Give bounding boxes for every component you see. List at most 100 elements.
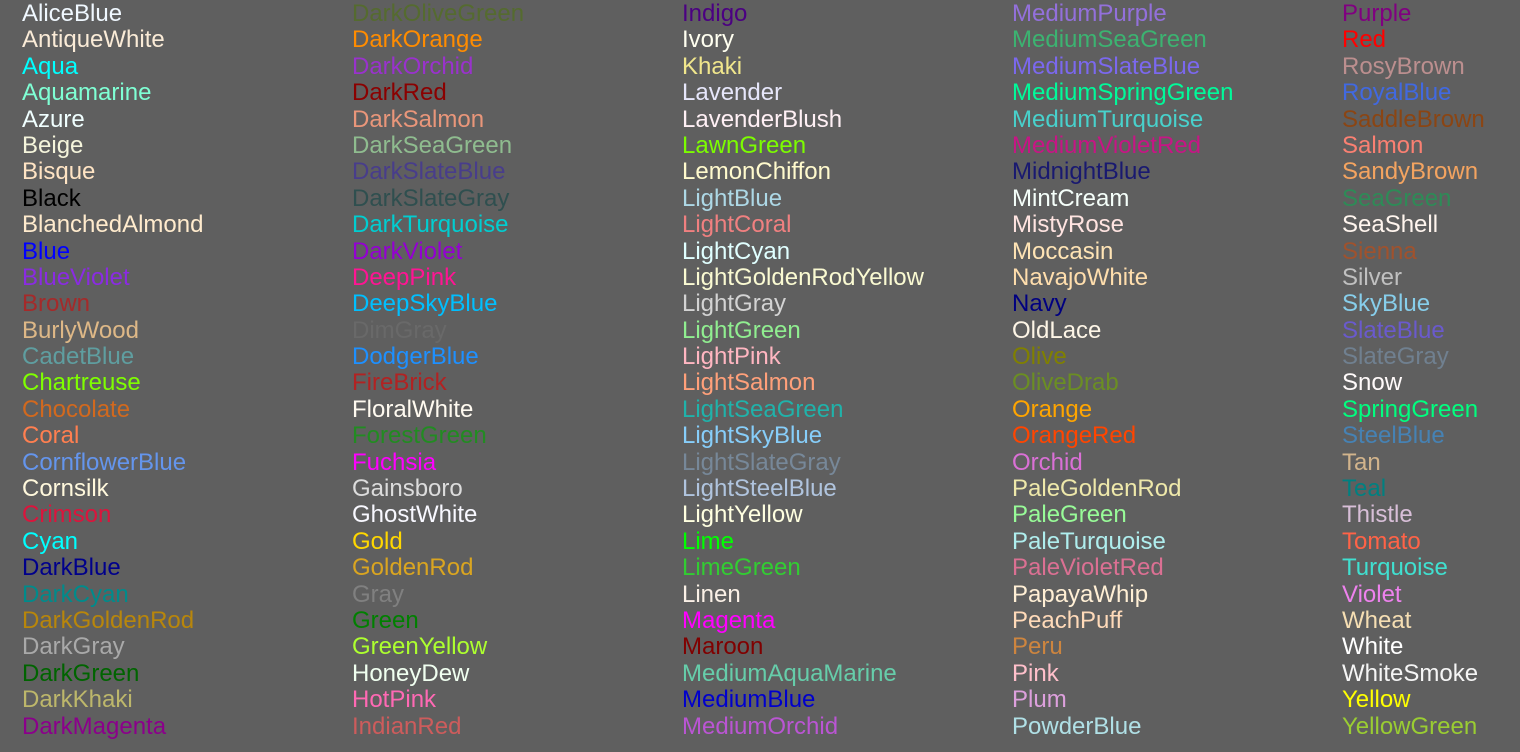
color-name-pink: Pink bbox=[1012, 659, 1059, 687]
color-name-burlywood: BurlyWood bbox=[22, 316, 139, 344]
color-name-floralwhite: FloralWhite bbox=[352, 395, 474, 423]
color-name-cornflowerblue: CornflowerBlue bbox=[22, 448, 187, 476]
color-name-darkslategray: DarkSlateGray bbox=[352, 184, 510, 212]
color-name-firebrick: FireBrick bbox=[352, 369, 447, 397]
color-name-blanchedalmond: BlanchedAlmond bbox=[22, 211, 204, 239]
color-name-violet: Violet bbox=[1342, 580, 1402, 608]
color-name-plum: Plum bbox=[1012, 686, 1067, 714]
color-name-lightyellow: LightYellow bbox=[682, 501, 803, 529]
color-name-darkseagreen: DarkSeaGreen bbox=[352, 131, 513, 159]
color-name-goldenrod: GoldenRod bbox=[352, 554, 474, 582]
color-name-darksalmon: DarkSalmon bbox=[352, 105, 485, 133]
color-name-orangered: OrangeRed bbox=[1012, 422, 1137, 450]
color-name-mediumseagreen: MediumSeaGreen bbox=[1012, 26, 1207, 54]
color-name-seashell: SeaShell bbox=[1342, 211, 1439, 239]
color-name-papayawhip: PapayaWhip bbox=[1012, 580, 1149, 608]
color-name-darkgreen: DarkGreen bbox=[22, 659, 140, 687]
color-name-deepskyblue: DeepSkyBlue bbox=[352, 290, 498, 318]
color-name-lavender: Lavender bbox=[682, 79, 783, 107]
color-name-lightsalmon: LightSalmon bbox=[682, 369, 816, 397]
color-name-snow: Snow bbox=[1342, 369, 1403, 397]
color-name-mediumorchid: MediumOrchid bbox=[682, 712, 839, 740]
color-name-darkblue: DarkBlue bbox=[22, 554, 121, 582]
color-name-mintcream: MintCream bbox=[1012, 184, 1130, 212]
color-name-blueviolet: BlueViolet bbox=[22, 263, 130, 291]
color-name-black: Black bbox=[22, 184, 81, 212]
color-name-dodgerblue: DodgerBlue bbox=[352, 343, 479, 371]
color-name-lightgreen: LightGreen bbox=[682, 316, 801, 344]
color-name-wheat: Wheat bbox=[1342, 606, 1412, 634]
color-name-fuchsia: Fuchsia bbox=[352, 448, 437, 476]
color-name-deeppink: DeepPink bbox=[352, 263, 457, 291]
color-name-ivory: Ivory bbox=[682, 26, 735, 54]
color-name-yellowgreen: YellowGreen bbox=[1342, 712, 1478, 740]
color-column-5: Purple Red RosyBrown RoyalBlue SaddleBrown Sa… bbox=[1342, 0, 1485, 740]
color-name-gold: Gold bbox=[352, 527, 403, 555]
color-column-1: AliceBlue AntiqueWhite Aqua Aquamarine Azure… bbox=[22, 0, 204, 740]
color-name-orchid: Orchid bbox=[1012, 448, 1083, 476]
color-column-3: Indigo Ivory Khaki Lavender LavenderBlush Law… bbox=[682, 0, 924, 740]
color-name-cornsilk: Cornsilk bbox=[22, 475, 109, 503]
color-name-chartreuse: Chartreuse bbox=[22, 369, 141, 397]
color-name-navajowhite: NavajoWhite bbox=[1012, 263, 1149, 291]
color-name-mediumblue: MediumBlue bbox=[682, 686, 816, 714]
color-name-darkviolet: DarkViolet bbox=[352, 237, 463, 265]
color-name-lightcyan: LightCyan bbox=[682, 237, 791, 265]
color-name-cadetblue: CadetBlue bbox=[22, 343, 135, 371]
color-name-green: Green bbox=[352, 606, 419, 634]
color-name-hotpink: HotPink bbox=[352, 686, 437, 714]
color-name-palegoldenrod: PaleGoldenRod bbox=[1012, 475, 1182, 503]
color-name-palegreen: PaleGreen bbox=[1012, 501, 1127, 529]
color-name-mediumspringgreen: MediumSpringGreen bbox=[1012, 79, 1234, 107]
color-name-white: White bbox=[1342, 633, 1404, 661]
color-name-darkorchid: DarkOrchid bbox=[352, 52, 474, 80]
color-name-mediumslateblue: MediumSlateBlue bbox=[1012, 52, 1201, 80]
color-name-aquamarine: Aquamarine bbox=[22, 79, 152, 107]
color-name-indianred: IndianRed bbox=[352, 712, 462, 740]
color-name-navy: Navy bbox=[1012, 290, 1067, 318]
color-name-slategray: SlateGray bbox=[1342, 343, 1449, 371]
color-name-lemonchiffon: LemonChiffon bbox=[682, 158, 831, 186]
color-name-royalblue: RoyalBlue bbox=[1342, 79, 1452, 107]
color-name-gainsboro: Gainsboro bbox=[352, 475, 463, 503]
color-name-red: Red bbox=[1342, 26, 1387, 54]
color-name-darkslateblue: DarkSlateBlue bbox=[352, 158, 506, 186]
color-name-lightgray: LightGray bbox=[682, 290, 787, 318]
color-name-bisque: Bisque bbox=[22, 158, 96, 186]
color-name-peru: Peru bbox=[1012, 633, 1063, 661]
color-name-darkturquoise: DarkTurquoise bbox=[352, 211, 509, 239]
color-name-lightcoral: LightCoral bbox=[682, 211, 792, 239]
color-name-linen: Linen bbox=[682, 580, 741, 608]
color-name-mediumvioletred: MediumVioletRed bbox=[1012, 131, 1201, 159]
color-name-darkmagenta: DarkMagenta bbox=[22, 712, 167, 740]
color-name-tan: Tan bbox=[1342, 448, 1381, 476]
color-name-lightsteelblue: LightSteelBlue bbox=[682, 475, 837, 503]
color-name-paleturquoise: PaleTurquoise bbox=[1012, 527, 1166, 555]
color-name-yellow: Yellow bbox=[1342, 686, 1411, 714]
color-name-saddlebrown: SaddleBrown bbox=[1342, 105, 1485, 133]
color-name-darkred: DarkRed bbox=[352, 79, 447, 107]
color-name-salmon: Salmon bbox=[1342, 131, 1424, 159]
color-name-brown: Brown bbox=[22, 290, 91, 318]
color-name-thistle: Thistle bbox=[1342, 501, 1413, 529]
color-name-lightseagreen: LightSeaGreen bbox=[682, 395, 844, 423]
color-name-turquoise: Turquoise bbox=[1342, 554, 1448, 582]
color-name-purple: Purple bbox=[1342, 0, 1412, 27]
color-name-aqua: Aqua bbox=[22, 52, 79, 80]
color-name-limegreen: LimeGreen bbox=[682, 554, 801, 582]
color-name-olive: Olive bbox=[1012, 343, 1067, 371]
color-name-olivedrab: OliveDrab bbox=[1012, 369, 1119, 397]
color-name-tomato: Tomato bbox=[1342, 527, 1421, 555]
color-name-greenyellow: GreenYellow bbox=[352, 633, 488, 661]
color-name-cyan: Cyan bbox=[22, 527, 79, 555]
color-name-whitesmoke: WhiteSmoke bbox=[1342, 659, 1479, 687]
color-name-silver: Silver bbox=[1342, 263, 1403, 291]
color-name-darkcyan: DarkCyan bbox=[22, 580, 129, 608]
color-name-orange: Orange bbox=[1012, 395, 1093, 423]
color-name-antiquewhite: AntiqueWhite bbox=[22, 26, 165, 54]
color-column-2: DarkOliveGreen DarkOrange DarkOrchid DarkRe… bbox=[352, 0, 524, 740]
color-name-darkkhaki: DarkKhaki bbox=[22, 686, 133, 714]
color-name-lightgoldenrodyellow: LightGoldenRodYellow bbox=[682, 263, 924, 291]
color-name-lavenderblush: LavenderBlush bbox=[682, 105, 843, 133]
